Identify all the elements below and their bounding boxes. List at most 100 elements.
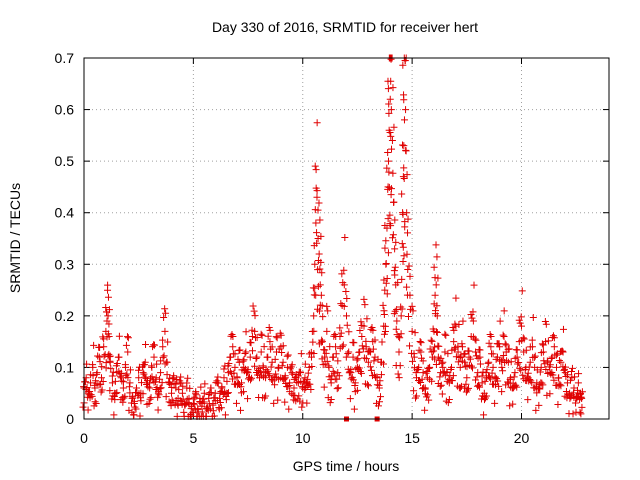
- data-point-companion: [355, 364, 363, 372]
- data-point: [364, 358, 372, 366]
- data-point: [231, 363, 239, 371]
- data-point-companion: [340, 266, 348, 274]
- data-point-companion: [436, 373, 444, 381]
- data-point-companion: [572, 399, 580, 407]
- data-point-companion: [142, 340, 150, 348]
- data-point-companion: [519, 371, 527, 379]
- data-point-companion: [126, 366, 134, 374]
- data-point-companion: [107, 365, 115, 373]
- data-point: [253, 353, 261, 361]
- data-point: [311, 260, 319, 268]
- data-point-companion: [214, 373, 222, 381]
- data-point-companion: [346, 395, 354, 403]
- data-point-companion: [316, 265, 324, 273]
- data-point-companion: [425, 396, 433, 404]
- data-point-companion: [476, 360, 484, 368]
- data-point-companion: [402, 146, 410, 154]
- data-point-companion: [514, 360, 522, 368]
- data-point-companion: [119, 378, 127, 386]
- data-point-companion: [176, 377, 184, 385]
- y-tick-label: 0.2: [55, 308, 75, 324]
- data-point-companion: [547, 354, 555, 362]
- data-point-companion: [315, 199, 323, 207]
- data-point-companion: [555, 357, 563, 365]
- data-point: [139, 369, 147, 377]
- data-point-companion: [546, 390, 554, 398]
- data-point-companion: [298, 403, 306, 411]
- data-point-companion: [129, 411, 137, 419]
- data-point-companion: [445, 395, 453, 403]
- data-point: [428, 348, 436, 356]
- data-point-companion: [296, 397, 304, 405]
- data-point-companion: [388, 234, 396, 242]
- data-point-companion: [237, 383, 245, 391]
- data-point-companion: [433, 253, 441, 261]
- data-point-companion: [571, 373, 579, 381]
- data-point-companion: [232, 399, 240, 407]
- x-tick-label: 15: [404, 430, 420, 446]
- data-point-companion: [531, 352, 539, 360]
- data-point-companion: [422, 369, 430, 377]
- data-point-companion: [251, 362, 259, 370]
- data-point: [288, 369, 296, 377]
- data-point-companion: [176, 397, 184, 405]
- data-point-companion: [145, 400, 153, 408]
- data-point: [404, 265, 412, 273]
- data-point: [472, 348, 480, 356]
- data-point: [476, 353, 484, 361]
- data-point-companion: [116, 372, 124, 380]
- data-point-companion: [311, 162, 319, 170]
- data-point-companion: [284, 383, 292, 391]
- data-point-companion: [120, 394, 128, 402]
- data-point-companion: [356, 327, 364, 335]
- data-point-companion: [389, 169, 397, 177]
- y-tick-label: 0.7: [55, 50, 75, 66]
- data-point-companion: [253, 334, 261, 342]
- data-point-companion: [283, 352, 291, 360]
- data-point: [235, 358, 243, 366]
- data-point-companion: [132, 405, 140, 413]
- data-point-companion: [384, 249, 392, 257]
- data-point: [332, 343, 340, 351]
- data-point-companion: [370, 357, 378, 365]
- data-point-companion: [247, 376, 255, 384]
- data-point: [432, 281, 440, 289]
- data-point-companion: [499, 331, 507, 339]
- data-point-companion: [306, 380, 314, 388]
- data-point: [178, 389, 186, 397]
- data-point-companion: [502, 341, 510, 349]
- data-point-companion: [487, 375, 495, 383]
- data-point-companion: [135, 366, 143, 374]
- data-point-companion: [244, 395, 252, 403]
- data-point-companion: [387, 191, 395, 199]
- data-point-companion: [473, 373, 481, 381]
- data-point-companion: [483, 366, 491, 374]
- data-point-companion: [430, 263, 438, 271]
- data-point-companion: [179, 382, 187, 390]
- data-point: [200, 389, 208, 397]
- data-point-companion: [353, 356, 361, 364]
- data-point-companion: [317, 258, 325, 266]
- data-point-companion: [122, 341, 130, 349]
- data-point-companion: [236, 346, 244, 354]
- data-point-companion: [224, 389, 232, 397]
- data-point: [240, 363, 248, 371]
- data-point-companion: [228, 375, 236, 383]
- data-point-companion: [469, 364, 477, 372]
- data-point-companion: [257, 368, 265, 376]
- data-point: [246, 353, 254, 361]
- data-point: [478, 379, 486, 387]
- data-point-companion: [373, 373, 381, 381]
- data-point-companion: [417, 339, 425, 347]
- data-point-companion: [479, 368, 487, 376]
- data-point-companion: [263, 353, 271, 361]
- data-point-companion: [198, 402, 206, 410]
- data-point-companion: [106, 387, 114, 395]
- data-point-companion: [150, 341, 158, 349]
- data-point-companion: [428, 337, 436, 345]
- data-point-companion: [578, 388, 586, 396]
- data-point-companion: [200, 395, 208, 403]
- data-point-companion: [376, 377, 384, 385]
- data-point-companion: [415, 346, 423, 354]
- data-point-companion: [552, 351, 560, 359]
